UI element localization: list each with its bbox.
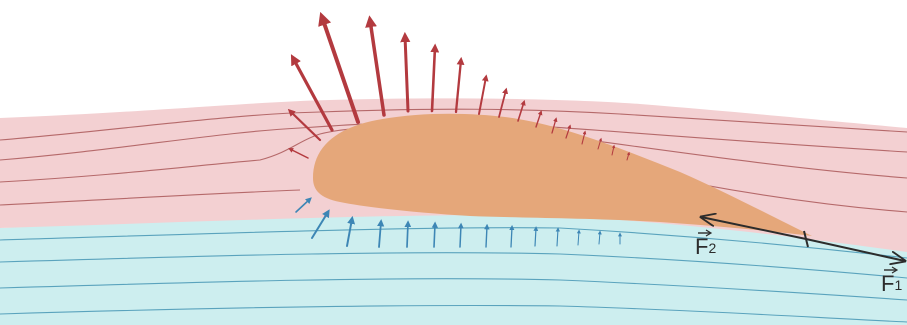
force-f2-vector [701,217,807,240]
pressure-arrow [295,197,312,213]
vector-accent-arrowhead [705,229,713,237]
streamline [0,304,907,323]
vector-origin-tick [803,230,809,248]
suction-arrow [565,124,572,139]
streamline [0,108,907,141]
pressure-arrow [555,227,561,247]
force-f2-label: F2 [695,229,716,259]
airfoil [313,113,812,236]
pressure-arrow [346,215,356,247]
lower-streamlines [0,227,907,323]
pressure-arrow [484,223,490,248]
streamline [0,227,907,259]
svg-text:F1: F1 [881,271,902,296]
force-f1-subscript: 1 [894,277,902,293]
force-f1-label: F1 [881,266,902,296]
force-f2-subscript: 2 [708,240,716,256]
streamline [0,189,301,206]
suction-arrow [626,151,631,161]
force-f1-name: F [881,271,894,296]
pressure-arrow [576,229,581,246]
suction-arrows [287,11,631,161]
suction-arrow [318,11,360,124]
pressure-arrow [311,209,330,239]
pressure-arrow [431,221,439,248]
suction-arrow [597,137,603,150]
suction-arrow [498,87,509,118]
suction-arrow [581,130,587,145]
force-f1-vector [805,238,905,261]
pressure-arrow [404,220,412,248]
suction-arrow [535,110,543,128]
streamline [0,252,907,279]
streamline [0,278,907,301]
pressure-arrow [377,219,385,248]
suction-arrow [365,15,386,117]
pressure-arrow [509,224,515,248]
suction-arrow [517,99,526,122]
suction-arrow [287,108,322,142]
suction-arrow [400,31,411,113]
vector-accent-arrowhead [891,266,899,274]
suction-arrow [454,56,465,114]
suction-arrow [551,117,558,134]
pressure-arrow [533,226,539,247]
force-vectors [701,217,905,261]
suction-arrow [288,148,309,159]
svg-text:F2: F2 [695,234,716,259]
suction-arrow [290,54,334,132]
lower-flow-region [0,214,907,325]
pressure-arrow [597,230,602,245]
pressure-arrow [457,222,464,248]
pressure-arrows [295,197,622,248]
suction-arrow [478,74,489,115]
suction-arrow [430,43,440,113]
force-f2-name: F [695,234,708,259]
suction-arrow [611,144,616,156]
